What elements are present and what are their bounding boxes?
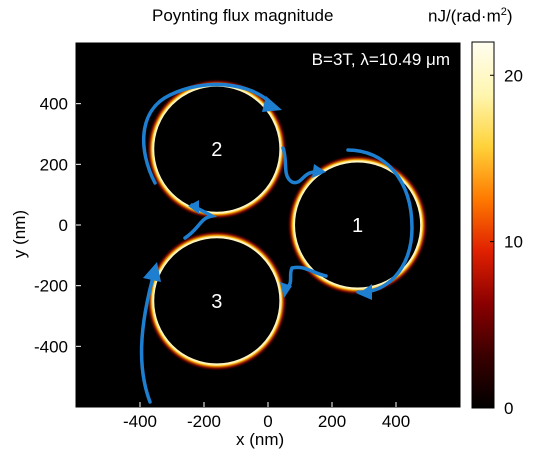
x-tick-label: -200: [187, 412, 221, 431]
y-tick-label: -400: [34, 337, 68, 356]
particle-2-label: 2: [211, 139, 222, 161]
x-tick-label: 0: [263, 412, 272, 431]
colorbar-gradient: [471, 41, 495, 409]
chart-title: Poynting flux magnitude: [152, 6, 334, 25]
particle-3-disk: [152, 236, 281, 365]
particle-1-disk: [293, 160, 422, 290]
x-tick-label: 400: [382, 412, 410, 431]
particle-1-label: 1: [352, 215, 363, 237]
y-tick-label: 0: [59, 216, 68, 235]
flux-arrow-2: [346, 148, 414, 294]
colorbar-tick-label: 0: [504, 399, 513, 418]
flux-arrow-1: [142, 82, 274, 185]
colorbar: 0 10 20: [471, 41, 523, 418]
y-tick-label: 200: [40, 155, 68, 174]
x-ticks: -400 -200 0 200 400: [123, 402, 410, 431]
flux-arrow-3: [139, 268, 157, 404]
colorbar-units-text: nJ/(rad·m: [428, 6, 501, 26]
flux-arrowhead-1: [262, 96, 282, 112]
plot-annotation: B=3T, λ=10.49 μm: [312, 50, 450, 69]
x-axis-label: x (nm): [236, 430, 285, 449]
y-tick-label: -200: [34, 277, 68, 296]
y-ticks: 400 200 0 -200 -400: [34, 95, 81, 356]
x-tick-label: -400: [123, 412, 157, 431]
colorbar-units: nJ/(rad·m2): [428, 6, 513, 27]
flux-arrowhead-5: [188, 200, 199, 214]
flux-arrow-4: [281, 146, 320, 185]
flux-arrow-6: [282, 265, 328, 292]
colorbar-tick-label: 10: [504, 233, 523, 252]
flux-arrowhead-3: [143, 262, 161, 282]
colorbar-units-close: ): [506, 6, 513, 26]
x-tick-label: 200: [318, 412, 346, 431]
flux-arrowhead-4: [312, 164, 326, 178]
flux-arrowhead-2: [358, 284, 372, 300]
flux-arrowhead-6: [280, 282, 292, 298]
colorbar-tick-label: 20: [504, 66, 523, 85]
colorbar-units-superscript: 2: [500, 6, 507, 18]
y-tick-label: 400: [40, 95, 68, 114]
particle-3-label: 3: [211, 291, 222, 313]
plot-area: 2 1 3 B=3T, λ=10.49 μm: [75, 42, 461, 408]
